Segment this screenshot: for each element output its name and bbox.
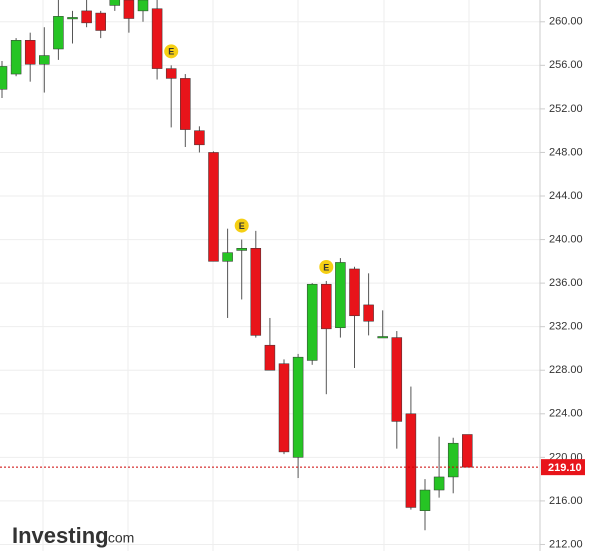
candle-body	[405, 413, 417, 508]
candle-body	[222, 252, 233, 262]
candle-body	[109, 0, 121, 6]
earnings-label: E	[323, 262, 329, 272]
candle-body	[433, 476, 445, 491]
candle-body	[81, 10, 92, 24]
candle-body	[39, 55, 50, 65]
y-tick-label: 216.00	[549, 495, 583, 507]
earnings-marker	[234, 218, 249, 233]
y-tick-label: 228.00	[549, 364, 583, 376]
y-tick-label: 252.00	[549, 103, 583, 115]
candle-body	[335, 262, 346, 329]
candle-body	[24, 40, 36, 65]
candle-body	[53, 16, 64, 50]
y-tick-label: 224.00	[549, 408, 583, 420]
logo: Investing	[12, 523, 109, 548]
earnings-label: E	[168, 47, 174, 57]
candle-body	[306, 283, 318, 361]
y-tick-label: 240.00	[549, 233, 583, 245]
candle-body	[208, 152, 219, 262]
candle-body	[165, 68, 177, 79]
candle-body	[194, 130, 205, 146]
y-tick-label: 232.00	[549, 321, 583, 333]
y-tick-label: 256.00	[549, 59, 583, 71]
plot-area: EEEE	[0, 0, 540, 531]
candle-body	[95, 12, 106, 31]
y-axis: 212.00216.00220.00224.00228.00232.00236.…	[540, 16, 585, 550]
candle-body	[137, 0, 149, 12]
y-tick-label: 260.00	[549, 16, 583, 28]
candle-body	[236, 248, 247, 251]
earnings-marker	[319, 259, 334, 274]
candle-body	[264, 344, 276, 371]
candle-body	[250, 248, 262, 336]
candle-body	[10, 40, 22, 75]
candle-body	[321, 283, 332, 330]
logo-suffix: .com	[104, 530, 134, 546]
candle-body	[462, 434, 473, 468]
candle-body	[447, 442, 459, 478]
candle-body	[292, 356, 304, 458]
earnings-label: E	[239, 221, 245, 231]
earnings-marker	[164, 44, 179, 59]
y-tick-label: 248.00	[549, 146, 583, 158]
last-price-label: 219.10	[548, 462, 582, 474]
last-price-tag	[541, 459, 585, 476]
candle-body	[0, 66, 8, 90]
y-tick-label: 244.00	[549, 190, 583, 202]
candle-body	[363, 304, 374, 322]
y-tick-label: 212.00	[549, 538, 583, 550]
candle-body	[180, 78, 191, 130]
candle-body	[419, 489, 431, 511]
candle-body	[349, 268, 360, 317]
candle-body	[67, 17, 78, 20]
candle-body	[278, 363, 290, 453]
candle-body	[391, 337, 403, 422]
y-tick-label: 236.00	[549, 277, 583, 289]
candle-body	[377, 336, 388, 339]
grid	[0, 0, 540, 551]
candle-body	[123, 0, 135, 19]
candle-body	[151, 8, 163, 69]
